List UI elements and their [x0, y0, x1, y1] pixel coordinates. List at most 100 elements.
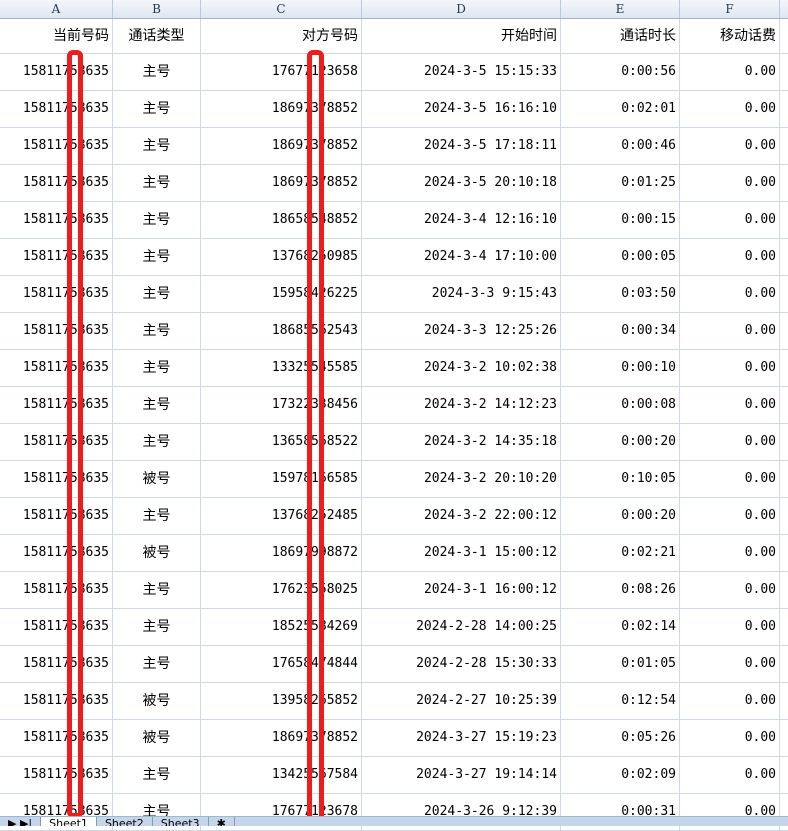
cell-c[interactable]: 18697378852	[201, 128, 362, 164]
cell-a[interactable]: 15811758635	[0, 202, 113, 238]
cell-d[interactable]: 2024-3-5 20:10:18	[362, 165, 561, 201]
sheet-nav-arrows[interactable]: ▶ ▶|	[0, 817, 42, 826]
cell-b[interactable]: 主号	[113, 387, 201, 423]
cell-c[interactable]: 13768250985	[201, 239, 362, 275]
cell-d[interactable]: 2024-3-4 12:16:10	[362, 202, 561, 238]
cell-e[interactable]: 0:00:31	[561, 794, 680, 830]
cell-c[interactable]: 13658568522	[201, 424, 362, 460]
cell-d[interactable]: 2024-3-26 9:12:39	[362, 794, 561, 830]
cell-c[interactable]: 18525584269	[201, 609, 362, 645]
header-cell[interactable]: 通话类型	[113, 19, 201, 53]
cell-e[interactable]: 0:02:14	[561, 609, 680, 645]
cell-c[interactable]: 18697378852	[201, 165, 362, 201]
cell-f[interactable]: 0.00	[680, 313, 780, 349]
cell-a[interactable]: 15811758635	[0, 683, 113, 719]
cell-c[interactable]: 18697998872	[201, 535, 362, 571]
cell-a[interactable]: 15811758635	[0, 165, 113, 201]
cell-e[interactable]: 0:03:50	[561, 276, 680, 312]
cell-e[interactable]: 0:00:56	[561, 54, 680, 90]
cell-c[interactable]: 15958426225	[201, 276, 362, 312]
cell-f[interactable]: 0.00	[680, 535, 780, 571]
cell-e[interactable]: 0:01:25	[561, 165, 680, 201]
cell-d[interactable]: 2024-3-27 19:14:14	[362, 757, 561, 793]
header-cell[interactable]: 开始时间	[362, 19, 561, 53]
cell-c[interactable]: 17658474844	[201, 646, 362, 682]
cell-a[interactable]: 15811758635	[0, 498, 113, 534]
cell-f[interactable]: 0.00	[680, 646, 780, 682]
cell-d[interactable]: 2024-3-2 10:02:38	[362, 350, 561, 386]
cell-f[interactable]: 0.00	[680, 165, 780, 201]
cell-b[interactable]: 主号	[113, 128, 201, 164]
cell-a[interactable]: 15811758635	[0, 276, 113, 312]
cell-e[interactable]: 0:00:15	[561, 202, 680, 238]
cell-a[interactable]: 15811758635	[0, 794, 113, 830]
cell-e[interactable]: 0:02:09	[561, 757, 680, 793]
cell-c[interactable]: 17677123658	[201, 54, 362, 90]
cell-b[interactable]: 被号	[113, 720, 201, 756]
cell-b[interactable]: 被号	[113, 683, 201, 719]
cell-c[interactable]: 17322338456	[201, 387, 362, 423]
cell-b[interactable]: 主号	[113, 646, 201, 682]
column-header-e[interactable]: E	[561, 0, 680, 18]
cell-e[interactable]: 0:12:54	[561, 683, 680, 719]
cell-f[interactable]: 0.00	[680, 498, 780, 534]
cell-e[interactable]: 0:00:05	[561, 239, 680, 275]
cell-a[interactable]: 15811758635	[0, 646, 113, 682]
cell-e[interactable]: 0:01:05	[561, 646, 680, 682]
cell-c[interactable]: 17623558025	[201, 572, 362, 608]
header-cell[interactable]: 通话时长	[561, 19, 680, 53]
column-header-d[interactable]: D	[362, 0, 561, 18]
header-cell[interactable]: 移动话费	[680, 19, 780, 53]
cell-c[interactable]: 13768252485	[201, 498, 362, 534]
cell-e[interactable]: 0:00:08	[561, 387, 680, 423]
cell-a[interactable]: 15811758635	[0, 387, 113, 423]
cell-a[interactable]: 15811758635	[0, 535, 113, 571]
cell-f[interactable]: 0.00	[680, 128, 780, 164]
cell-b[interactable]: 主号	[113, 91, 201, 127]
cell-d[interactable]: 2024-3-27 15:19:23	[362, 720, 561, 756]
cell-b[interactable]: 主号	[113, 313, 201, 349]
cell-f[interactable]: 0.00	[680, 424, 780, 460]
cell-d[interactable]: 2024-3-5 15:15:33	[362, 54, 561, 90]
cell-c[interactable]: 18697378852	[201, 720, 362, 756]
cell-f[interactable]: 0.00	[680, 757, 780, 793]
cell-f[interactable]: 0.00	[680, 54, 780, 90]
cell-b[interactable]: 被号	[113, 535, 201, 571]
cell-f[interactable]: 0.00	[680, 683, 780, 719]
header-cell[interactable]: 对方号码	[201, 19, 362, 53]
cell-d[interactable]: 2024-3-5 16:16:10	[362, 91, 561, 127]
cell-b[interactable]: 主号	[113, 609, 201, 645]
cell-a[interactable]: 15811758635	[0, 609, 113, 645]
cell-a[interactable]: 15811758635	[0, 424, 113, 460]
cell-a[interactable]: 15811758635	[0, 572, 113, 608]
cell-d[interactable]: 2024-3-2 14:35:18	[362, 424, 561, 460]
cell-d[interactable]: 2024-3-1 15:00:12	[362, 535, 561, 571]
cell-d[interactable]: 2024-3-1 16:00:12	[362, 572, 561, 608]
cell-e[interactable]: 0:05:26	[561, 720, 680, 756]
cell-d[interactable]: 2024-3-5 17:18:11	[362, 128, 561, 164]
column-header-a[interactable]: A	[0, 0, 113, 18]
cell-f[interactable]: 0.00	[680, 794, 780, 830]
cell-a[interactable]: 15811758635	[0, 461, 113, 497]
cell-f[interactable]: 0.00	[680, 387, 780, 423]
cell-d[interactable]: 2024-3-4 17:10:00	[362, 239, 561, 275]
cell-d[interactable]: 2024-2-28 14:00:25	[362, 609, 561, 645]
cell-e[interactable]: 0:10:05	[561, 461, 680, 497]
cell-a[interactable]: 15811758635	[0, 239, 113, 275]
cell-f[interactable]: 0.00	[680, 572, 780, 608]
sheet-tab-sheet3[interactable]: Sheet3	[153, 817, 209, 826]
cell-c[interactable]: 18685562543	[201, 313, 362, 349]
cell-f[interactable]: 0.00	[680, 350, 780, 386]
cell-f[interactable]: 0.00	[680, 720, 780, 756]
cell-b[interactable]: 被号	[113, 461, 201, 497]
cell-b[interactable]: 主号	[113, 276, 201, 312]
cell-b[interactable]: 主号	[113, 757, 201, 793]
cell-f[interactable]: 0.00	[680, 461, 780, 497]
cell-f[interactable]: 0.00	[680, 276, 780, 312]
cell-c[interactable]: 13958265852	[201, 683, 362, 719]
cell-e[interactable]: 0:00:46	[561, 128, 680, 164]
cell-e[interactable]: 0:00:20	[561, 498, 680, 534]
cell-a[interactable]: 15811758635	[0, 313, 113, 349]
cell-d[interactable]: 2024-3-2 14:12:23	[362, 387, 561, 423]
cell-e[interactable]: 0:02:21	[561, 535, 680, 571]
